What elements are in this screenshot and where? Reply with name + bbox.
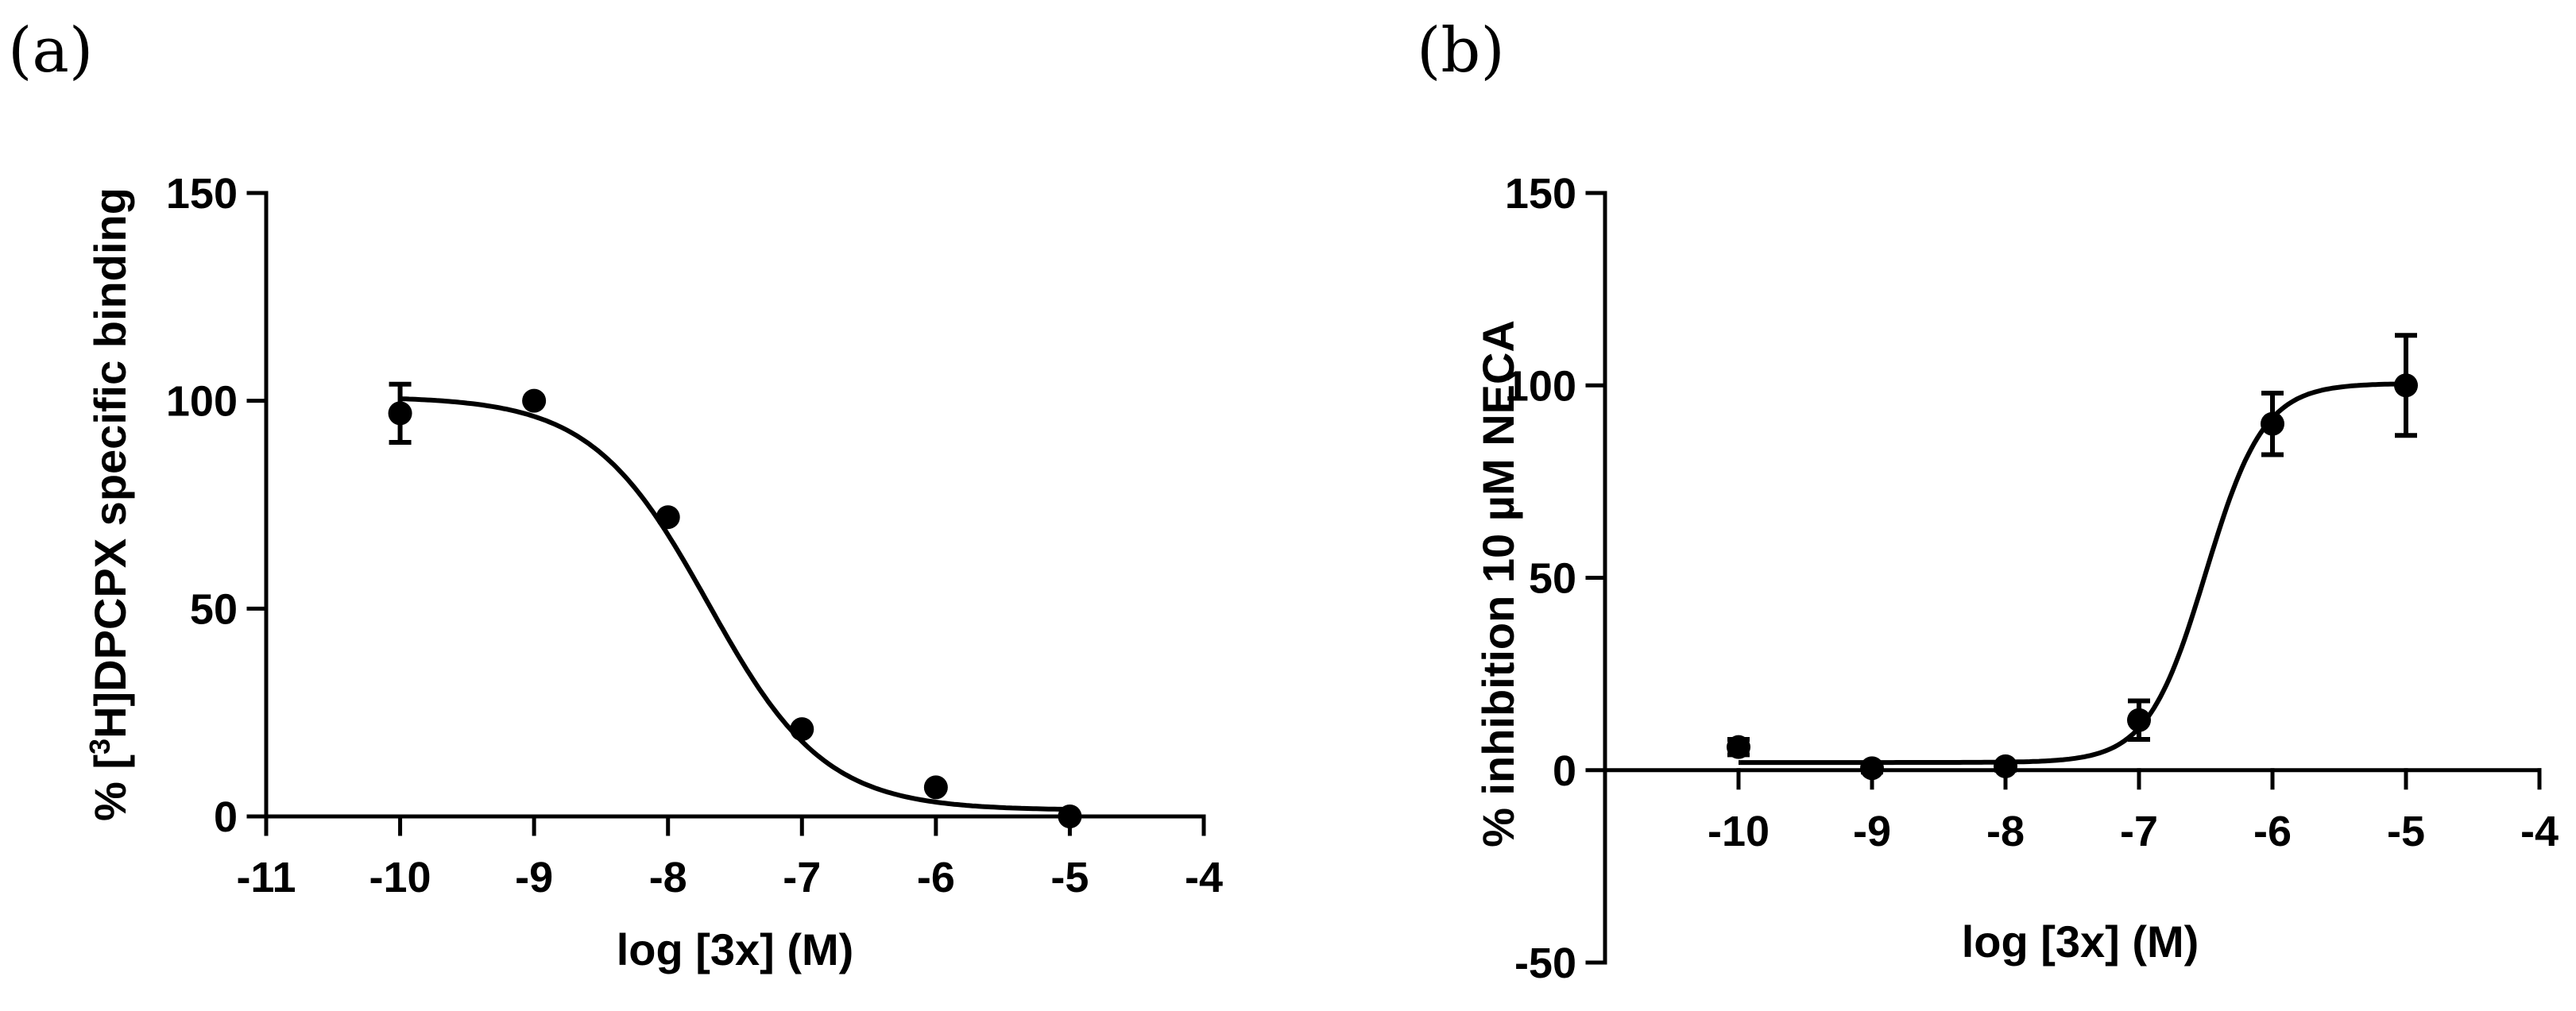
panel-b-x-tick-label: -7 xyxy=(2120,808,2158,855)
panel-a-data-point xyxy=(923,775,948,800)
panel-a-x-tick-label: -11 xyxy=(236,854,296,901)
panel-b-data-point xyxy=(2127,708,2151,732)
panel-a-x-tick-label: -4 xyxy=(1185,854,1223,901)
panel-b-data-point xyxy=(1994,754,2017,778)
panel-a-data-point xyxy=(656,505,680,530)
panel-a-y-title-suffix: H]DPCPX specific binding xyxy=(85,187,135,739)
chart-panel-b: (b) -50 0 50 100 150 -10 -9 -8 -7 -6 -5 -4 log [3x… xyxy=(1417,15,2559,987)
panel-a-data-point xyxy=(522,388,547,413)
panel-b-y-tick-label: 0 xyxy=(1553,747,1576,795)
panel-b-y-tick-label: -50 xyxy=(1514,940,1576,987)
panel-a-data-point xyxy=(388,401,412,426)
chart-panel-a: (a) 0 50 100 150 -11 -10 -9 -8 -7 -6 -5 -4 log [3x… xyxy=(8,15,1223,974)
panel-b-x-tick-label: -6 xyxy=(2253,808,2292,855)
panel-b-data-point xyxy=(2261,411,2284,436)
panel-b-x-tick-label: -10 xyxy=(1708,808,1770,855)
panel-b-x-tick-label: -4 xyxy=(2520,808,2559,855)
panel-a-x-tick-label: -6 xyxy=(917,854,955,901)
panel-b-y-axis-title: % inhibition 10 µM NECA xyxy=(1473,320,1523,847)
panel-a-label: (a) xyxy=(8,15,93,87)
panel-b-y-tick-label: 50 xyxy=(1529,555,1576,603)
panel-b-x-ticks: -10 -9 -8 -7 -6 -5 -4 xyxy=(1708,768,2559,855)
panel-b-data-points xyxy=(1727,333,2418,781)
panel-a-y-ticks: 0 50 100 150 xyxy=(166,170,269,841)
panel-a-y-tick-label: 0 xyxy=(214,793,238,841)
panel-b-data-point xyxy=(2394,373,2418,398)
panel-b-x-tick-label: -8 xyxy=(1986,808,2025,855)
panel-b-y-title-prefix: % inhibition 10 µM NECA xyxy=(1473,320,1523,847)
panel-a-x-tick-label: -7 xyxy=(783,854,821,901)
panel-a-y-title-superscript: 3 xyxy=(83,739,116,754)
panel-a-x-tick-label: -9 xyxy=(515,854,553,901)
panel-a-fit-curve xyxy=(400,396,1070,812)
panel-a-y-tick-label: 50 xyxy=(190,585,238,633)
panel-b-data-point xyxy=(1860,756,1884,781)
panel-a-data-points xyxy=(388,381,1082,828)
panel-a-y-tick-label: 100 xyxy=(166,378,238,426)
panel-a-x-ticks: -11 -10 -9 -8 -7 -6 -5 -4 xyxy=(236,814,1223,901)
panel-b-x-tick-label: -9 xyxy=(1853,808,1891,855)
panel-b-y-tick-label: 100 xyxy=(1505,362,1576,410)
panel-a-x-tick-label: -8 xyxy=(649,854,687,901)
panel-b-fit-curve xyxy=(1739,381,2407,766)
panel-a-x-tick-label: -5 xyxy=(1050,854,1089,901)
panel-a-x-axis-title: log [3x] (M) xyxy=(617,924,854,974)
panel-b-x-axis-title: log [3x] (M) xyxy=(1962,916,2199,967)
panel-a-x-tick-label: -10 xyxy=(369,854,431,901)
panel-b-label: (b) xyxy=(1417,15,1505,87)
panel-a-data-point xyxy=(1058,805,1082,828)
panel-a-y-axis-title: % [3H]DPCPX specific binding xyxy=(83,187,136,821)
panel-b-x-tick-label: -5 xyxy=(2387,808,2425,855)
panel-a-data-point xyxy=(790,717,814,742)
panel-a-y-tick-label: 150 xyxy=(166,170,238,218)
panel-b-y-tick-label: 150 xyxy=(1505,170,1576,218)
panel-b-data-point xyxy=(1727,735,1750,759)
panel-a-y-title-prefix: % [ xyxy=(85,754,135,821)
panel-b-y-ticks: -50 0 50 100 150 xyxy=(1505,170,1607,987)
